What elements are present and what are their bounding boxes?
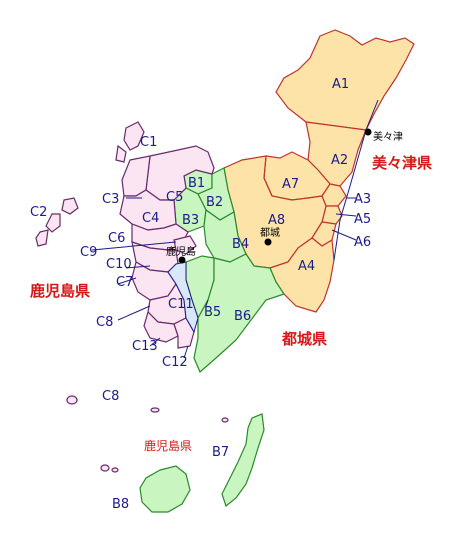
region-label-C9: C9 [80, 245, 97, 260]
region-label-B1: B1 [188, 176, 205, 191]
region-B8[interactable] [139, 465, 191, 513]
region-label-A8: A8 [268, 213, 285, 228]
region-label-A7: A7 [282, 177, 299, 192]
region-C2-island-3 [35, 229, 49, 247]
region-label-B4: B4 [232, 237, 249, 252]
region-C8b[interactable] [66, 395, 78, 405]
region-C1[interactable] [123, 121, 145, 151]
region-label-B6: B6 [234, 309, 251, 324]
region-label-C4: C4 [142, 211, 159, 226]
region-label-C3: C3 [102, 192, 119, 207]
city-dot-kagoshima [178, 256, 186, 264]
region-label-C7: C7 [116, 275, 133, 290]
region-label-B8: B8 [112, 497, 129, 512]
region-label-C11: C11 [168, 297, 194, 312]
prefecture-label-kagoshima: 鹿児島県 [30, 282, 90, 300]
region-C13[interactable] [143, 310, 179, 343]
region-label-B7: B7 [212, 445, 229, 460]
region-label-C10: C10 [106, 257, 132, 272]
city-dot-mimitsu [364, 128, 372, 136]
region-label-C13: C13 [132, 339, 158, 354]
region-label-C8-islands: C8 [102, 389, 119, 404]
city-label-kagoshima: 鹿児島 [166, 245, 196, 258]
islet-1 [150, 407, 160, 413]
region-label-C8: C8 [96, 315, 113, 330]
islet-2 [221, 417, 229, 423]
region-label-A2: A2 [331, 153, 348, 168]
region-label-B5: B5 [204, 305, 221, 320]
region-label-A4: A4 [298, 259, 315, 274]
region-B7[interactable] [221, 413, 265, 508]
region-label-C6: C6 [108, 231, 125, 246]
prefecture-label-kagoshima-islands: 鹿児島県 [144, 438, 192, 453]
city-dot-miyakonojo [264, 238, 272, 246]
city-label-mimitsu: 美々津 [373, 130, 403, 143]
region-label-B3: B3 [182, 213, 199, 228]
region-label-B2: B2 [206, 195, 223, 210]
region-label-A5: A5 [354, 212, 371, 227]
islet-3 [100, 464, 110, 472]
region-C1b [115, 144, 127, 163]
region-C2[interactable] [61, 197, 79, 215]
region-B6[interactable] [193, 253, 285, 373]
region-label-C1: C1 [140, 135, 157, 150]
region-label-C5: C5 [166, 190, 183, 205]
region-A4[interactable] [269, 237, 335, 313]
region-label-A1: A1 [332, 77, 349, 92]
region-label-C12: C12 [162, 355, 188, 370]
kagoshima-bay [167, 261, 199, 334]
islet-4 [111, 467, 119, 473]
region-A1[interactable] [275, 29, 415, 131]
region-C9[interactable] [173, 235, 197, 255]
region-C2-island-2 [45, 213, 61, 233]
city-label-miyakonojo: 都城 [260, 227, 280, 239]
prefecture-label-miyazaki: 美々津県 [372, 154, 432, 172]
region-label-C2: C2 [30, 205, 47, 220]
region-label-A3: A3 [354, 192, 371, 207]
prefecture-label-miyakonojo: 都城県 [281, 330, 327, 348]
region-label-A6: A6 [354, 235, 371, 250]
